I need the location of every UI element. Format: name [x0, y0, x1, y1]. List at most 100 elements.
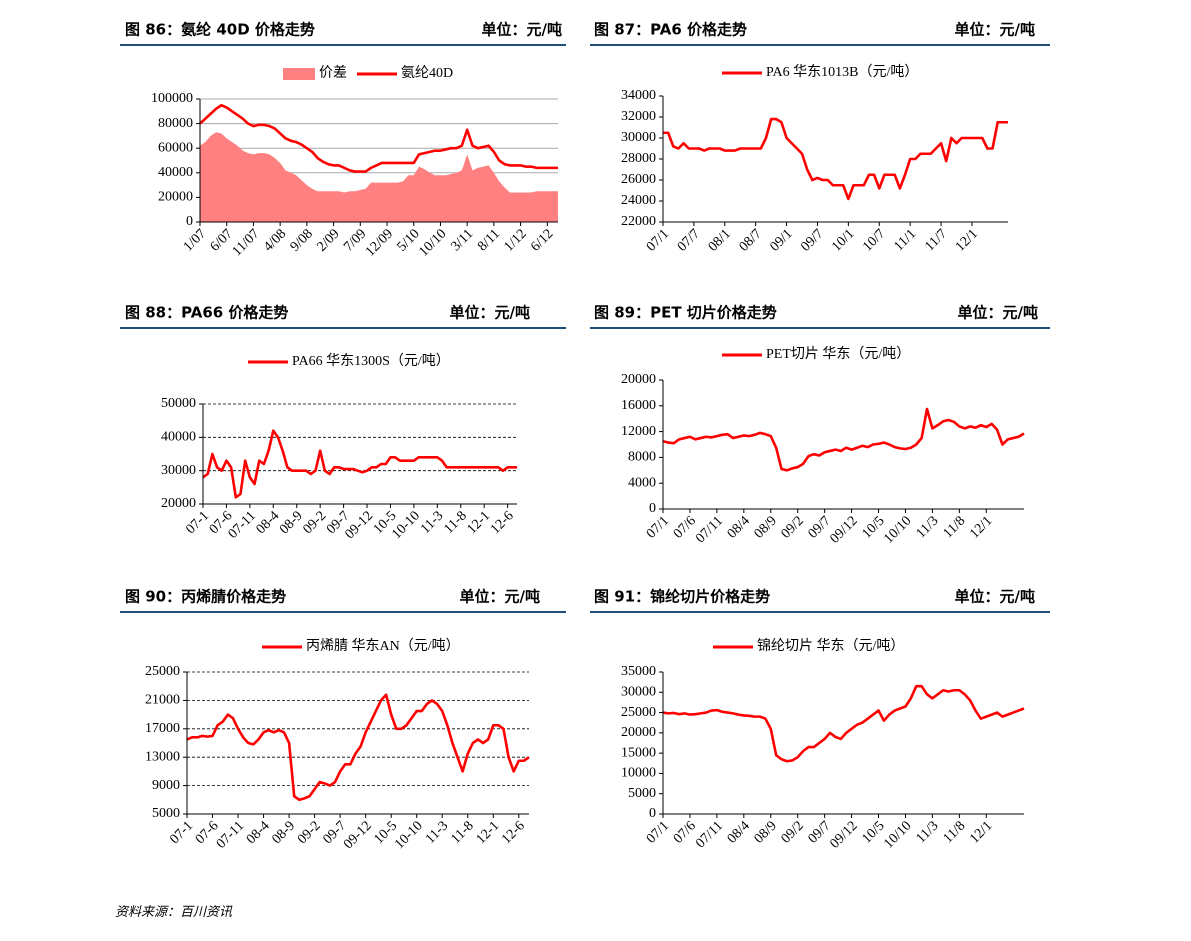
y-tick-label: 16000 — [621, 398, 656, 413]
x-tick-label: 12/09 — [363, 226, 396, 259]
x-tick-label: 07/7 — [675, 226, 703, 254]
x-tick-label: 12/1 — [953, 226, 981, 254]
x-tick-label: 08-4 — [254, 508, 283, 537]
x-tick-label: 4/08 — [261, 226, 289, 254]
x-tick-label: 10/10 — [881, 818, 914, 851]
x-tick-label: 07/11 — [693, 513, 726, 546]
unit-label: 单位：元/吨 — [460, 588, 540, 606]
x-tick-label: 08/4 — [725, 513, 753, 541]
x-tick-label: 11/8 — [941, 818, 969, 846]
legend-swatch — [283, 68, 315, 80]
x-tick-label: 11/3 — [914, 513, 942, 541]
x-tick-label: 11-3 — [418, 508, 446, 536]
y-tick-label: 40000 — [161, 430, 196, 445]
x-tick-label: 10/10 — [416, 226, 449, 259]
y-tick-label: 28000 — [621, 151, 656, 166]
legend-label: 锦纶切片 华东（元/吨） — [757, 637, 904, 654]
x-tick-label: 08/7 — [737, 226, 765, 254]
y-tick-label: 26000 — [621, 172, 656, 187]
x-tick-label: 09/7 — [798, 226, 826, 254]
area — [200, 132, 558, 222]
y-tick-label: 50000 — [161, 396, 196, 411]
x-tick-label: 10/7 — [860, 226, 888, 254]
x-tick-label: 3/11 — [448, 226, 476, 254]
y-tick-label: 30000 — [621, 685, 656, 700]
x-tick-label: 09-2 — [295, 818, 324, 847]
x-tick-label: 11-3 — [423, 818, 451, 846]
unit-label: 单位：元/吨 — [482, 21, 562, 39]
y-tick-label: 40000 — [158, 165, 193, 180]
y-tick-label: 24000 — [621, 193, 656, 208]
x-tick-label: 09/12 — [828, 818, 861, 851]
x-tick-label: 09/2 — [779, 818, 807, 846]
line — [662, 684, 1025, 763]
y-tick-label: 32000 — [621, 109, 656, 124]
x-tick-label: 1/12 — [501, 226, 529, 254]
y-tick-label: 20000 — [158, 190, 193, 205]
y-tick-label: 20000 — [161, 496, 196, 511]
x-tick-label: 07/1 — [644, 818, 672, 846]
x-tick-label: 12/1 — [967, 513, 995, 541]
x-tick-label: 2/09 — [314, 226, 342, 254]
x-tick-label: 09/12 — [828, 513, 861, 546]
chart-title: 图 90：丙烯腈价格走势 — [125, 588, 286, 606]
x-tick-label: 12-1 — [465, 508, 494, 537]
x-tick-label: 11/7 — [922, 226, 950, 254]
y-tick-label: 22000 — [621, 214, 656, 229]
x-tick-label: 11/1 — [891, 226, 919, 254]
x-tick-label: 6/12 — [528, 226, 556, 254]
legend-label: PET切片 华东（元/吨） — [766, 346, 910, 362]
chart-title: 图 86：氨纶 40D 价格走势 — [125, 21, 315, 39]
y-tick-label: 35000 — [621, 664, 656, 679]
y-tick-label: 17000 — [145, 721, 180, 736]
y-tick-label: 0 — [186, 214, 193, 229]
x-tick-label: 10/10 — [881, 513, 914, 546]
x-tick-label: 09-2 — [301, 508, 330, 537]
y-tick-label: 8000 — [628, 450, 656, 465]
legend-label: 丙烯腈 华东AN（元/吨） — [306, 638, 460, 654]
x-tick-label: 08-9 — [269, 818, 298, 847]
legend-label: 氨纶40D — [401, 65, 453, 81]
x-tick-label: 08-9 — [277, 508, 306, 537]
x-tick-label: 12/1 — [967, 818, 995, 846]
y-tick-label: 12000 — [621, 424, 656, 439]
x-tick-label: 9/08 — [288, 226, 316, 254]
x-tick-label: 08/9 — [752, 818, 780, 846]
y-tick-label: 15000 — [621, 745, 656, 760]
unit-label: 单位：元/吨 — [958, 304, 1038, 322]
source-note: 资料来源：百川资讯 — [115, 904, 233, 919]
x-tick-label: 11/3 — [914, 818, 942, 846]
x-tick-label: 12-1 — [474, 818, 503, 847]
x-tick-label: 10/1 — [829, 226, 857, 254]
x-tick-label: 08/1 — [706, 226, 734, 254]
x-tick-label: 12-6 — [488, 508, 517, 537]
chart-title: 图 91：锦纶切片价格走势 — [594, 588, 770, 606]
line — [662, 407, 1025, 472]
y-tick-label: 4000 — [628, 475, 656, 490]
line — [199, 103, 558, 173]
line — [663, 117, 1008, 201]
y-tick-label: 60000 — [158, 140, 193, 155]
x-tick-label: 12-6 — [499, 818, 528, 847]
y-tick-label: 80000 — [158, 116, 193, 131]
y-tick-label: 30000 — [161, 463, 196, 478]
y-tick-label: 10000 — [621, 766, 656, 781]
y-tick-label: 34000 — [621, 88, 656, 103]
line — [202, 429, 517, 499]
y-tick-label: 100000 — [151, 91, 193, 106]
x-tick-label: 11-8 — [441, 508, 469, 536]
x-tick-label: 07-1 — [183, 508, 212, 537]
x-tick-label: 1/07 — [181, 226, 209, 254]
y-tick-label: 0 — [649, 501, 656, 516]
x-tick-label: 09/2 — [779, 513, 807, 541]
x-tick-label: 11/07 — [230, 226, 263, 259]
y-tick-label: 21000 — [145, 693, 180, 708]
unit-label: 单位：元/吨 — [450, 304, 530, 322]
y-tick-label: 0 — [649, 806, 656, 821]
y-tick-label: 30000 — [621, 130, 656, 145]
x-tick-label: 08-4 — [244, 818, 273, 847]
unit-label: 单位：元/吨 — [955, 21, 1035, 39]
y-tick-label: 5000 — [628, 786, 656, 801]
line — [186, 693, 530, 802]
